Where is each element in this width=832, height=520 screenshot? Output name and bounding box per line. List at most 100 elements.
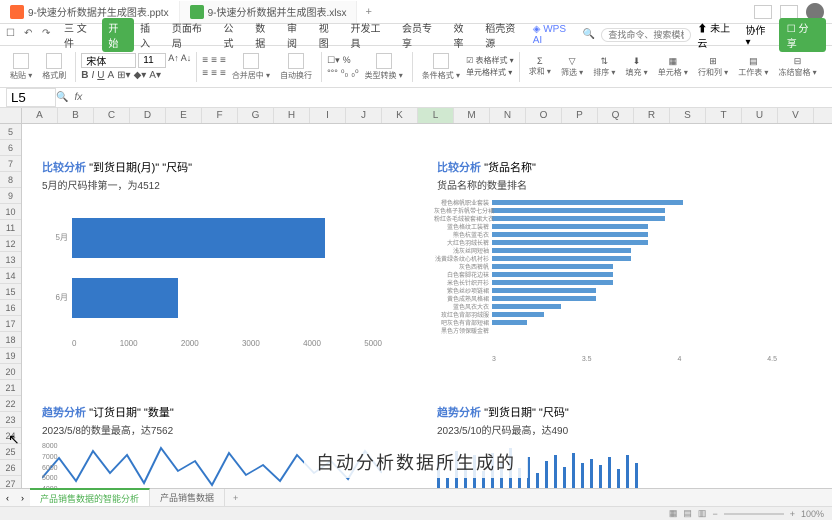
size-select[interactable] (138, 53, 166, 68)
menu-10[interactable]: 效率 (448, 18, 480, 52)
cell-style-button[interactable]: 单元格样式 ▾ (466, 67, 514, 78)
row-9[interactable]: 9 (0, 188, 21, 204)
col-B[interactable]: B (58, 108, 94, 123)
row-26[interactable]: 26 (0, 460, 21, 476)
col-J[interactable]: J (346, 108, 382, 123)
font-color-button[interactable]: ⊞▾ (117, 70, 130, 81)
row-17[interactable]: 17 (0, 316, 21, 332)
border-button[interactable]: A▾ (149, 70, 161, 81)
strikethrough-button[interactable]: A (108, 70, 115, 81)
col-F[interactable]: F (202, 108, 238, 123)
italic-button[interactable]: I (91, 70, 94, 81)
cell-reference[interactable] (6, 88, 56, 107)
col-A[interactable]: A (22, 108, 58, 123)
menu-4[interactable]: 公式 (217, 18, 249, 52)
currency-button[interactable]: ☐▾ (327, 55, 340, 66)
col-M[interactable]: M (454, 108, 490, 123)
col-E[interactable]: E (166, 108, 202, 123)
align-center-icon[interactable]: ≡ (211, 55, 217, 66)
col-U[interactable]: U (742, 108, 778, 123)
cell-button[interactable]: ▦单元格 ▾ (654, 56, 692, 78)
col-H[interactable]: H (274, 108, 310, 123)
row-5[interactable]: 5 (0, 124, 21, 140)
fx-icon[interactable]: 🔍 (56, 92, 68, 103)
zoom-in-button[interactable]: + (790, 509, 795, 519)
sort-button[interactable]: ⇅排序 ▾ (589, 56, 619, 78)
menu-7[interactable]: 视图 (313, 18, 345, 52)
valign-top-icon[interactable]: ≡ (202, 68, 208, 79)
col-R[interactable]: R (634, 108, 670, 123)
valign-bot-icon[interactable]: ≡ (220, 68, 226, 79)
cloud-status[interactable]: ⬆ 未上云 (697, 20, 739, 50)
table-style-button[interactable]: ☑ 表格样式 ▾ (466, 55, 514, 66)
menu-6[interactable]: 审阅 (281, 18, 313, 52)
filter-button[interactable]: ▽筛选 ▾ (557, 56, 587, 78)
minimize-button[interactable] (754, 5, 772, 19)
menu-2[interactable]: 插入 (134, 18, 166, 52)
sheet-tab-other[interactable]: 产品销售数据 (150, 489, 225, 506)
col-Q[interactable]: Q (598, 108, 634, 123)
col-L[interactable]: L (418, 108, 454, 123)
increase-font-icon[interactable]: A↑ (168, 53, 179, 68)
dec-dec-button[interactable]: ₀⁰ (351, 68, 358, 79)
row-8[interactable]: 8 (0, 172, 21, 188)
percent-button[interactable]: % (343, 55, 351, 66)
row-13[interactable]: 13 (0, 252, 21, 268)
sum-button[interactable]: Σ求和 ▾ (525, 56, 555, 77)
row-6[interactable]: 6 (0, 140, 21, 156)
row-21[interactable]: 21 (0, 380, 21, 396)
tab-nav-prev[interactable]: ‹ (0, 493, 15, 503)
fill-color-button[interactable]: ◆▾ (134, 70, 147, 81)
zoom-slider[interactable] (724, 513, 784, 515)
bold-button[interactable]: B (81, 70, 88, 81)
add-sheet-button[interactable]: + (225, 491, 246, 505)
menu-11[interactable]: 稻壳资源 (479, 18, 531, 52)
condfmt-button[interactable]: 条件格式 ▾ (418, 53, 464, 81)
share-button[interactable]: ☐ 分享 (779, 18, 826, 52)
view-page-icon[interactable]: ▤ (683, 508, 692, 519)
wps-ai-button[interactable]: ◈ WPS AI (533, 24, 577, 46)
tab-nav-next[interactable]: › (15, 493, 30, 503)
row-10[interactable]: 10 (0, 204, 21, 220)
maximize-button[interactable] (780, 5, 798, 19)
col-T[interactable]: T (706, 108, 742, 123)
comma-button[interactable]: °°° (327, 68, 338, 79)
paste-group[interactable]: 粘贴 ▾ (6, 53, 36, 81)
sheet-tab-active[interactable]: 产品销售数据的智能分析 (30, 488, 150, 507)
row-23[interactable]: 23 (0, 412, 21, 428)
merge-button[interactable]: 合并居中 ▾ (228, 53, 274, 81)
wrap-button[interactable]: 自动换行 (276, 53, 316, 81)
col-N[interactable]: N (490, 108, 526, 123)
col-S[interactable]: S (670, 108, 706, 123)
save-icon[interactable]: ☐ (6, 28, 20, 42)
zoom-out-button[interactable]: − (712, 509, 717, 519)
sheet-button[interactable]: ▤工作表 ▾ (734, 56, 772, 78)
font-select[interactable] (81, 53, 136, 68)
view-break-icon[interactable]: ▥ (698, 508, 707, 519)
col-V[interactable]: V (778, 108, 814, 123)
coop-button[interactable]: 协作 ▾ (745, 22, 772, 48)
decrease-font-icon[interactable]: A↓ (181, 53, 192, 68)
menu-1[interactable]: 开始 (102, 18, 134, 52)
row-16[interactable]: 16 (0, 300, 21, 316)
format-painter[interactable]: 格式刷 (38, 53, 70, 81)
search-input[interactable] (601, 28, 691, 42)
row-24[interactable]: 24 (0, 428, 21, 444)
row-18[interactable]: 18 (0, 332, 21, 348)
row-11[interactable]: 11 (0, 220, 21, 236)
col-I[interactable]: I (310, 108, 346, 123)
zoom-level[interactable]: 100% (801, 509, 824, 519)
row-22[interactable]: 22 (0, 396, 21, 412)
row-15[interactable]: 15 (0, 284, 21, 300)
view-normal-icon[interactable]: ▦ (669, 508, 678, 519)
dec-inc-button[interactable]: ⁰₀ (341, 68, 348, 79)
align-left-icon[interactable]: ≡ (202, 55, 208, 66)
typeconv-button[interactable]: 类型转换 ▾ (361, 53, 407, 81)
freeze-button[interactable]: ⊟冻结窗格 ▾ (774, 56, 820, 78)
row-7[interactable]: 7 (0, 156, 21, 172)
align-right-icon[interactable]: ≡ (220, 55, 226, 66)
sheet-canvas[interactable]: 比较分析 "到货日期(月)" "尺码" 5月的尺码排第一，为4512 01000… (22, 124, 832, 494)
row-25[interactable]: 25 (0, 444, 21, 460)
row-19[interactable]: 19 (0, 348, 21, 364)
menu-9[interactable]: 会员专享 (396, 18, 448, 52)
